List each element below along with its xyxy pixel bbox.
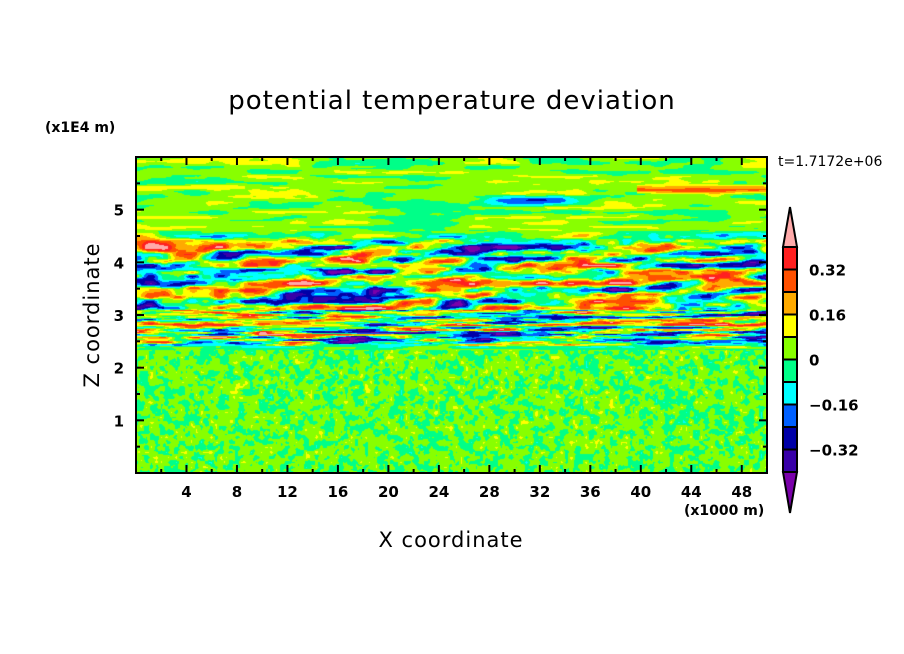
x-tick-label: 16	[327, 483, 348, 501]
x-tick-label: 36	[580, 483, 601, 501]
colorbar-bottom-arrow	[781, 471, 799, 514]
colorbar-box	[782, 268, 798, 293]
x-axis-label: X coordinate	[378, 528, 524, 552]
colorbar-box	[782, 448, 798, 473]
colorbar-label: 0.16	[809, 307, 846, 325]
colorbar-label: 0	[809, 352, 819, 370]
colorbar-box	[782, 336, 798, 361]
x-tick-label: 48	[731, 483, 752, 501]
y-tick-label: 5	[114, 202, 124, 220]
y-tick-label: 1	[114, 412, 124, 430]
colorbar-label: −0.16	[809, 397, 859, 415]
colorbar-box	[782, 358, 798, 383]
colorbar-box	[782, 426, 798, 451]
x-tick-label: 44	[681, 483, 702, 501]
colorbar-box	[782, 313, 798, 338]
colorbar-box	[782, 291, 798, 316]
chart-title: potential temperature deviation	[228, 86, 676, 116]
x-tick-label: 8	[232, 483, 242, 501]
x-tick-label: 12	[277, 483, 298, 501]
y-tick-label: 2	[114, 360, 124, 378]
colorbar-box	[782, 381, 798, 406]
plot-frame	[135, 156, 768, 474]
x-tick-label: 28	[479, 483, 500, 501]
x-axis-unit: (x1000 m)	[684, 503, 765, 519]
y-tick-label: 3	[114, 307, 124, 325]
y-tick-label: 4	[114, 254, 124, 272]
colorbar-box	[782, 246, 798, 271]
colorbar-top-arrow	[781, 206, 799, 248]
colorbar-label: 0.32	[809, 262, 846, 280]
x-tick-label: 32	[529, 483, 550, 501]
contour-field	[136, 157, 767, 473]
x-tick-label: 40	[630, 483, 651, 501]
y-axis-unit: (x1E4 m)	[45, 120, 116, 136]
x-tick-label: 24	[428, 483, 449, 501]
x-tick-label: 4	[181, 483, 191, 501]
time-label: t=1.7172e+06	[778, 154, 883, 170]
x-tick-label: 20	[378, 483, 399, 501]
colorbar-box	[782, 403, 798, 428]
colorbar-label: −0.32	[809, 442, 859, 460]
